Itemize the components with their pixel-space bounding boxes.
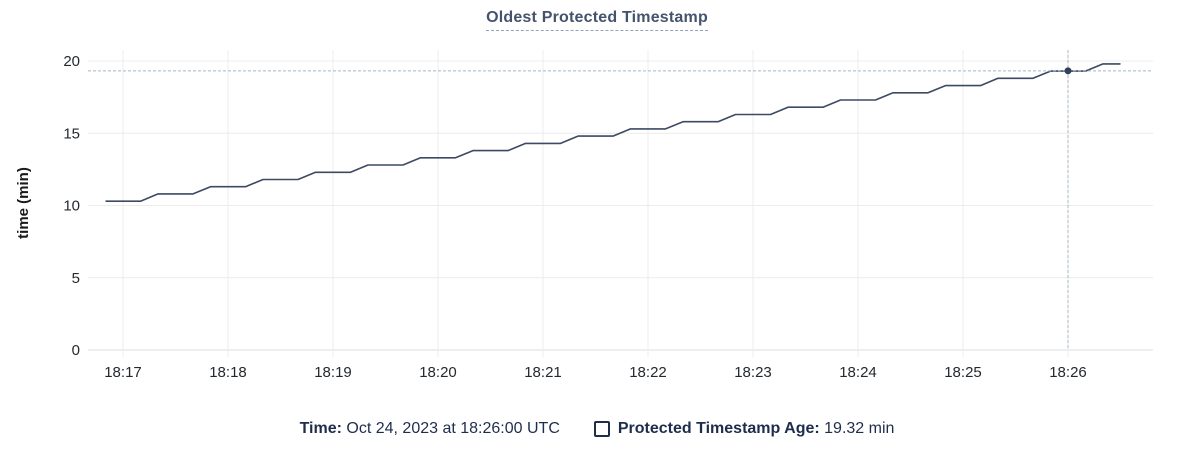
legend-time-value: Oct 24, 2023 at 18:26:00 UTC xyxy=(346,420,560,437)
legend-series-label: Protected Timestamp Age: xyxy=(617,420,820,437)
y-tick-label: 15 xyxy=(63,125,80,142)
x-tick-label: 18:17 xyxy=(104,364,142,381)
x-tick-label: 18:26 xyxy=(1049,364,1087,381)
chart-title-row: Oldest Protected Timestamp xyxy=(0,9,1194,31)
chart-legend: Time: Oct 24, 2023 at 18:26:00 UTC Prote… xyxy=(0,420,1194,438)
x-tick-label: 18:23 xyxy=(734,364,772,381)
y-tick-label: 0 xyxy=(72,342,80,359)
x-tick-label: 18:24 xyxy=(839,364,877,381)
x-tick-label: 18:19 xyxy=(314,364,352,381)
data-point-marker xyxy=(1064,67,1072,75)
x-tick-label: 18:21 xyxy=(524,364,562,381)
y-axis-title: time (min) xyxy=(15,167,32,239)
y-tick-label: 10 xyxy=(63,198,80,215)
chart-title[interactable]: Oldest Protected Timestamp xyxy=(486,9,708,31)
chart-canvas[interactable]: 0 5 10 15 20 18:17 18:18 18:19 18:20 18:21 18:22 18… xyxy=(0,0,1194,400)
x-tick-label: 18:22 xyxy=(629,364,667,381)
y-tick-label: 20 xyxy=(63,53,80,70)
x-tick-label: 18:18 xyxy=(209,364,247,381)
series-line xyxy=(105,63,1121,202)
legend-series-value: 19.32 min xyxy=(824,420,895,437)
legend-time: Time: Oct 24, 2023 at 18:26:00 UTC xyxy=(300,420,560,438)
series-toggle-checkbox-icon[interactable] xyxy=(593,421,610,437)
legend-time-label: Time: xyxy=(299,420,342,437)
y-tick-label: 5 xyxy=(72,270,80,287)
x-tick-label: 18:25 xyxy=(944,364,982,381)
legend-series-toggle[interactable]: Protected Timestamp Age: 19.32 min xyxy=(593,420,895,438)
x-tick-label: 18:20 xyxy=(419,364,457,381)
